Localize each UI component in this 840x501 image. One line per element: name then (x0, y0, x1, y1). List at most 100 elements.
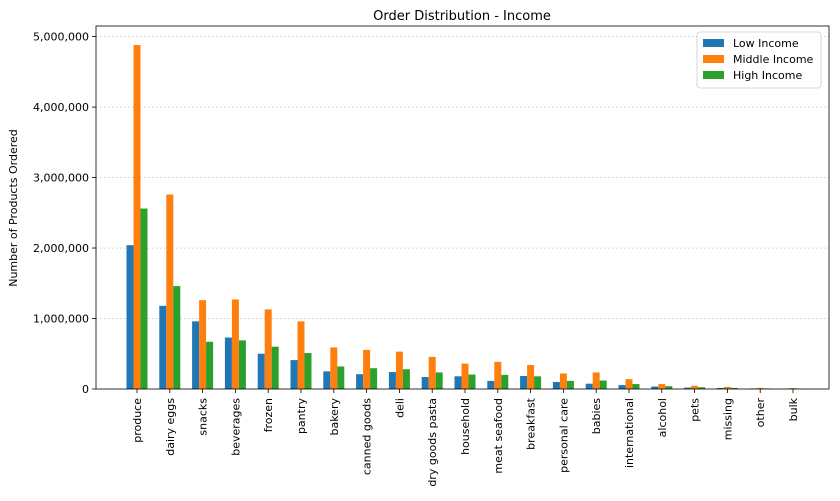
bar (501, 374, 509, 389)
x-axis: produce dairy eggs snacks beverages frozen pa… (131, 389, 800, 487)
x-tick-label: dry goods pasta (426, 398, 439, 487)
chart-title: Order Distribution - Income (373, 9, 551, 24)
bar (159, 305, 167, 389)
x-tick-label: alcohol (656, 398, 669, 437)
x-tick-label: missing (721, 398, 734, 440)
x-tick-label: canned goods (361, 398, 374, 475)
x-tick-label: bulk (787, 397, 800, 421)
bar (454, 376, 462, 389)
bar (206, 341, 214, 389)
y-tick-label: 4,000,000 (33, 101, 89, 114)
y-tick-label: 5,000,000 (33, 31, 89, 44)
bar (363, 349, 371, 389)
legend-swatch (703, 71, 724, 79)
bars (126, 45, 804, 389)
bar (559, 373, 567, 389)
bar (723, 386, 731, 389)
legend-box (696, 31, 822, 89)
bar (297, 321, 305, 389)
x-tick-label: household (459, 398, 472, 455)
legend-swatch (703, 55, 724, 63)
bar (625, 379, 633, 389)
bar (356, 374, 364, 389)
x-tick-label: deli (393, 398, 406, 418)
bar (402, 369, 410, 389)
x-tick-label: frozen (262, 398, 275, 432)
bar (585, 383, 593, 389)
bar (395, 351, 403, 389)
y-tick-label: 3,000,000 (33, 172, 89, 185)
y-tick-label: 0 (82, 383, 89, 396)
legend-label: Middle Income (733, 53, 814, 66)
x-tick-label: snacks (197, 398, 210, 436)
bar (618, 385, 626, 389)
y-tick-label: 2,000,000 (33, 242, 89, 255)
bar (716, 387, 724, 389)
legend-label: High Income (733, 69, 802, 82)
x-tick-label: babies (590, 398, 603, 435)
x-tick-label: breakfast (525, 397, 538, 449)
bar (271, 346, 279, 389)
bar (337, 366, 345, 389)
bar (290, 360, 298, 389)
bar (264, 309, 272, 389)
plot-frame (95, 25, 830, 390)
bar (494, 361, 502, 389)
bar (527, 365, 535, 389)
bar (323, 371, 331, 389)
bar (192, 321, 200, 389)
x-tick-label: pantry (295, 398, 308, 435)
bar (599, 380, 607, 389)
x-tick-label: international (623, 398, 636, 468)
legend-label: Low Income (733, 37, 799, 50)
bar (651, 386, 659, 389)
bar (789, 388, 797, 389)
bar (691, 385, 699, 389)
bar (698, 387, 706, 389)
x-tick-label: personal care (557, 398, 570, 473)
bar (665, 386, 673, 389)
bar (231, 299, 239, 389)
x-tick-label: beverages (229, 398, 242, 456)
y-axis: 0 1,000,000 2,000,000 3,000,000 4,000,000 5,0… (33, 31, 96, 396)
bar (435, 372, 443, 389)
bar (199, 300, 207, 389)
bar (238, 340, 246, 389)
bar (566, 380, 574, 389)
x-tick-label: pets (689, 398, 702, 422)
x-tick-label: meat seafood (492, 398, 505, 474)
bar (257, 353, 265, 389)
bar (166, 194, 174, 389)
bar (388, 372, 396, 389)
bar (428, 356, 436, 389)
x-tick-label: bakery (328, 398, 341, 436)
bar (658, 384, 666, 389)
bar (592, 372, 600, 389)
bar (487, 380, 495, 389)
bar (224, 337, 232, 389)
bar (304, 353, 312, 389)
x-tick-label: dairy eggs (164, 398, 177, 456)
x-tick-label: produce (131, 398, 144, 443)
bar (552, 381, 560, 389)
bar (461, 363, 469, 389)
bar (632, 384, 640, 389)
legend-swatch (703, 39, 724, 47)
bar (730, 387, 738, 389)
bar (126, 245, 134, 389)
bar (133, 45, 141, 389)
bar (140, 208, 148, 389)
bar (370, 368, 378, 389)
y-tick-label: 1,000,000 (33, 313, 89, 326)
bar (173, 286, 181, 389)
bar (756, 387, 764, 389)
bar (534, 376, 542, 389)
bar (421, 377, 429, 389)
bar (520, 375, 528, 389)
bar (468, 374, 476, 389)
bar (684, 387, 692, 389)
y-axis-title: Number of Products Ordered (7, 129, 20, 287)
x-tick-label: other (754, 398, 767, 428)
bar (330, 347, 338, 389)
